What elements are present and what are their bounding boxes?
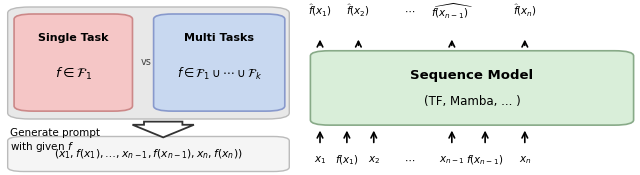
Text: (TF, Mamba, ... ): (TF, Mamba, ... ): [424, 95, 520, 108]
Text: $f \in \mathcal{F}_1$: $f \in \mathcal{F}_1$: [54, 66, 92, 82]
Text: Single Task: Single Task: [38, 33, 109, 43]
Text: $(x_1, f(x_1), \ldots, x_{n-1}, f(x_{n-1}), x_n, f(x_n))$: $(x_1, f(x_1), \ldots, x_{n-1}, f(x_{n-1…: [54, 147, 243, 161]
FancyBboxPatch shape: [154, 14, 285, 111]
Text: $\widehat{f}(x_n)$: $\widehat{f}(x_n)$: [513, 2, 537, 19]
Text: $\widehat{f}(x_1)$: $\widehat{f}(x_1)$: [308, 2, 332, 19]
Text: Generate prompt
with given $f$: Generate prompt with given $f$: [10, 128, 100, 154]
Text: $\cdots$: $\cdots$: [404, 155, 415, 165]
Text: $f \in \mathcal{F}_1 \cup \cdots \cup \mathcal{F}_k$: $f \in \mathcal{F}_1 \cup \cdots \cup \m…: [177, 66, 262, 82]
Polygon shape: [132, 122, 194, 137]
Text: $x_n$: $x_n$: [518, 154, 531, 166]
Text: $\cdots$: $\cdots$: [404, 5, 415, 16]
Text: Multi Tasks: Multi Tasks: [184, 33, 254, 43]
FancyBboxPatch shape: [8, 136, 289, 172]
Text: $\widehat{f(x_{n-1})}$: $\widehat{f(x_{n-1})}$: [431, 1, 473, 20]
Text: $x_1$: $x_1$: [314, 154, 326, 166]
Text: $f(x_{n-1})$: $f(x_{n-1})$: [467, 153, 504, 167]
FancyBboxPatch shape: [8, 7, 289, 119]
Text: Sequence Model: Sequence Model: [410, 69, 534, 82]
Text: vs: vs: [141, 57, 151, 67]
Text: $f(x_1)$: $f(x_1)$: [335, 153, 359, 167]
FancyBboxPatch shape: [14, 14, 132, 111]
Text: $x_{n-1}$: $x_{n-1}$: [439, 154, 465, 166]
Text: $\widehat{f}(x_2)$: $\widehat{f}(x_2)$: [346, 2, 371, 19]
Text: $x_2$: $x_2$: [367, 154, 380, 166]
FancyBboxPatch shape: [310, 51, 634, 125]
